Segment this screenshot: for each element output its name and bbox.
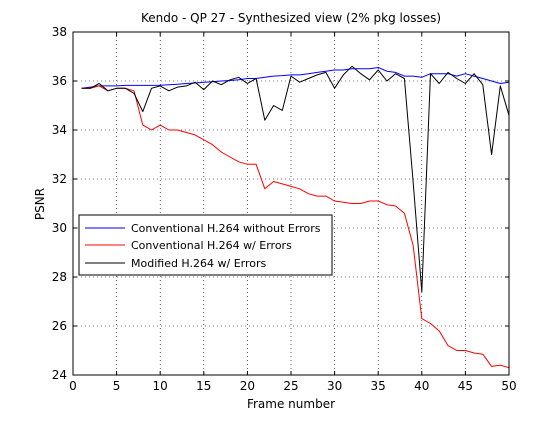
y-tick-label: 28: [52, 270, 67, 284]
x-tick-label: 50: [501, 379, 516, 393]
y-tick-label: 34: [52, 123, 67, 137]
x-axis-label: Frame number: [247, 397, 335, 411]
series-line-modified-errors: [81, 65, 510, 293]
y-tick-label: 24: [52, 368, 67, 382]
x-tick-label: 0: [69, 379, 77, 393]
y-tick-label: 36: [52, 74, 67, 88]
series-line-conventional-errors: [81, 85, 510, 369]
x-tick-label: 15: [196, 379, 211, 393]
legend: Conventional H.264 without Errors Conven…: [78, 214, 333, 276]
legend-label-conventional-errors: Conventional H.264 w/ Errors: [131, 239, 292, 252]
series-lines: [81, 65, 510, 369]
y-tick-label: 26: [52, 319, 67, 333]
y-axis-label: PSNR: [33, 188, 47, 220]
x-tick-label: 45: [458, 379, 473, 393]
grid-lines: [73, 32, 509, 375]
legend-label-conventional-no-errors: Conventional H.264 without Errors: [131, 222, 321, 235]
x-tick-label: 10: [153, 379, 168, 393]
axis-ticks: 0 5 10 15 20 25 30 35 40 45 50 24 26 28 30 32 34 36 38: [52, 25, 517, 393]
plot-area-frame: [72, 31, 510, 376]
series-line-conventional-no-errors: [81, 67, 510, 89]
y-tick-label: 32: [52, 172, 67, 186]
legend-label-modified-errors: Modified H.264 w/ Errors: [131, 257, 267, 270]
x-tick-label: 5: [113, 379, 121, 393]
chart-title: Kendo - QP 27 - Synthesized view (2% pkg…: [141, 11, 441, 25]
y-tick-label: 30: [52, 221, 67, 235]
x-tick-label: 20: [240, 379, 255, 393]
y-tick-label: 38: [52, 25, 67, 39]
x-tick-label: 30: [327, 379, 342, 393]
x-tick-label: 35: [371, 379, 386, 393]
x-tick-label: 40: [414, 379, 429, 393]
x-tick-label: 25: [283, 379, 298, 393]
